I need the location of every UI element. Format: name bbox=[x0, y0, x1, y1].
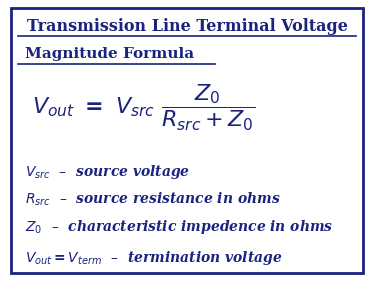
Text: Transmission Line Terminal Voltage: Transmission Line Terminal Voltage bbox=[27, 18, 347, 35]
Text: $\boldsymbol{Z_0}$  –  characteristic impedence in ohms: $\boldsymbol{Z_0}$ – characteristic impe… bbox=[25, 218, 334, 236]
FancyBboxPatch shape bbox=[11, 8, 363, 273]
Text: Magnitude Formula: Magnitude Formula bbox=[25, 47, 194, 61]
Text: $\boldsymbol{V_{src}}$  –  source voltage: $\boldsymbol{V_{src}}$ – source voltage bbox=[25, 163, 190, 181]
Text: $\boldsymbol{R_{src}}$  –  source resistance in ohms: $\boldsymbol{R_{src}}$ – source resistan… bbox=[25, 191, 281, 208]
Text: $\boldsymbol{V_{out}\ =\ V_{src}\ \dfrac{Z_0}{R_{src}+Z_0}}$: $\boldsymbol{V_{out}\ =\ V_{src}\ \dfrac… bbox=[32, 82, 256, 133]
Text: $\boldsymbol{V_{out} = V_{term}}$  –  termination voltage: $\boldsymbol{V_{out} = V_{term}}$ – term… bbox=[25, 249, 283, 267]
